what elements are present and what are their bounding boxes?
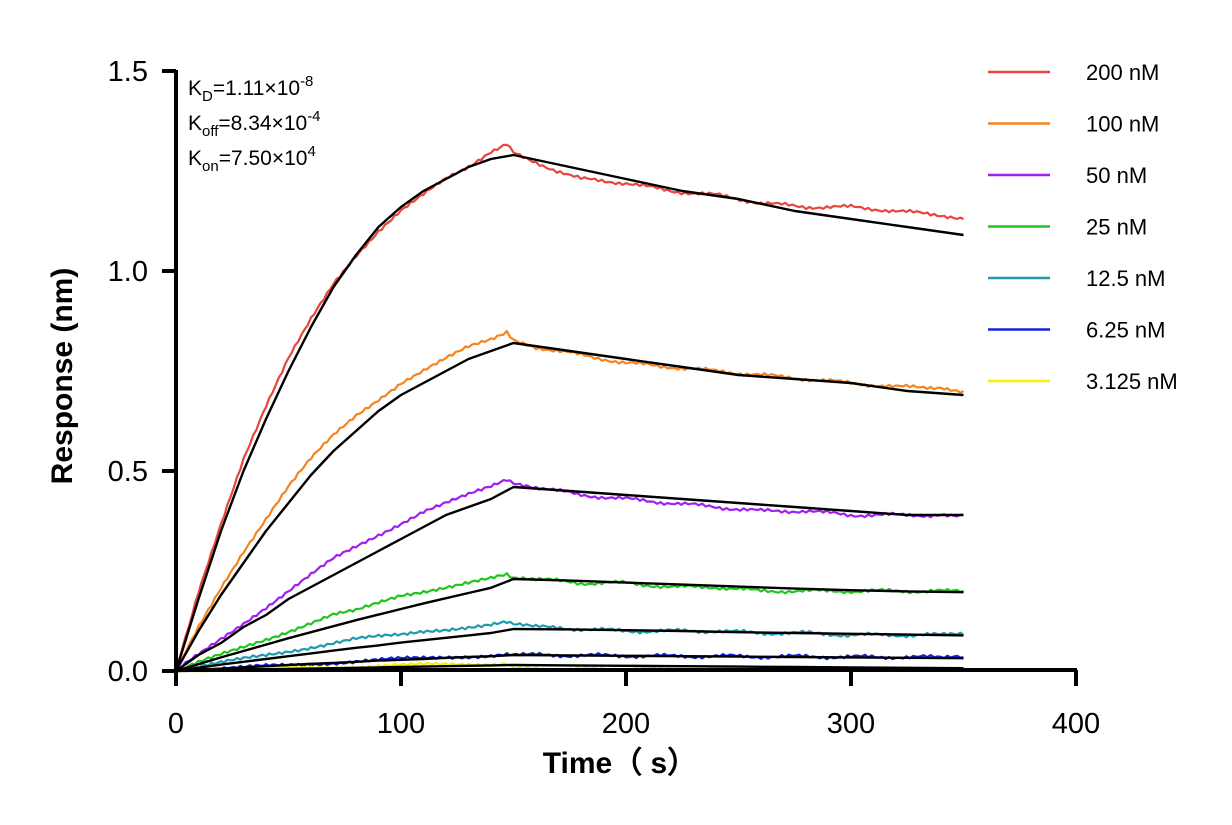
kinetic-constant-D: KD=1.11×10-8 [188, 73, 313, 105]
legend-label: 25 nM [1086, 215, 1147, 240]
x-tick-label: 400 [1052, 708, 1100, 740]
y-axis-title: Response (nm) [46, 268, 79, 485]
fit-line-4 [175, 577, 964, 673]
fit-line-2 [174, 341, 964, 672]
y-tick-label: 0.5 [108, 456, 148, 488]
x-tick-label: 300 [827, 708, 875, 740]
series-layer [174, 143, 965, 673]
fit-layer [174, 153, 964, 673]
kinetic-constant-off: Koff=8.34×10-4 [188, 108, 321, 140]
legend-label: 50 nM [1086, 163, 1147, 188]
kinetic-constant-on: Kon=7.50×104 [188, 143, 316, 175]
x-tick-label: 200 [602, 708, 650, 740]
x-tick-label: 0 [168, 708, 184, 740]
series-line-1 [174, 143, 964, 672]
y-tick-label: 1.0 [108, 256, 148, 288]
x-tick-label: 100 [377, 708, 425, 740]
legend-label: 12.5 nM [1086, 266, 1166, 291]
fit-line-1 [174, 153, 964, 672]
fit-line-5 [175, 627, 964, 673]
y-tick-label: 1.5 [108, 56, 148, 88]
fit-line-6 [175, 653, 964, 673]
legend-label: 3.125 nM [1086, 369, 1178, 394]
legend-label: 200 nM [1086, 60, 1159, 85]
legend-label: 100 nM [1086, 112, 1159, 137]
legend: 200 nM 100 nM 50 nM 25 nM 12.5 nM 6.25 nM 3.12… [988, 60, 1178, 394]
series-line-3 [175, 479, 964, 672]
legend-label: 6.25 nM [1086, 318, 1166, 343]
y-tick-label: 0.0 [108, 656, 148, 688]
ticks: 0.0 0.5 1.0 1.5 0 100 200 300 400 [108, 56, 1101, 740]
fit-line-3 [175, 485, 964, 672]
x-axis-title: Time（ s） [543, 746, 698, 780]
